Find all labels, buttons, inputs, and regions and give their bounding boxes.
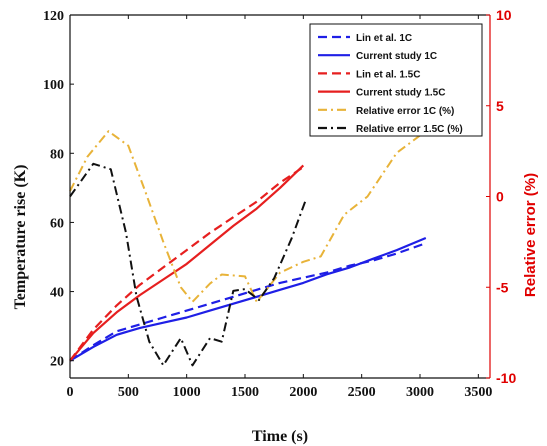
x-tick-label: 3500 [464, 385, 492, 400]
y-right-tick-label: -5 [496, 279, 509, 295]
x-tick-label: 2500 [348, 385, 376, 400]
x-tick-label: 0 [67, 385, 74, 400]
legend: Lin et al. 1C Current study 1C Lin et al. … [309, 23, 483, 137]
legend-label: Current study 1C [356, 51, 437, 62]
tick-labels-group: 0 500 1000 1500 2000 2500 3000 3500204060801001… [43, 7, 516, 400]
series-line-current-study-1-5c [69, 164, 305, 362]
legend-label: Relative error 1.5C (%) [356, 124, 463, 135]
y-axis-title-right: Relative error (%) [522, 173, 539, 297]
legend-label: Relative error 1C (%) [356, 106, 454, 117]
y-left-tick-label: 80 [50, 147, 64, 162]
y-left-tick-label: 120 [43, 9, 64, 24]
x-axis-title: Time (s) [252, 428, 308, 445]
legend-box [309, 23, 483, 137]
series-line-lin-et-al-1-5c [69, 166, 304, 362]
y-left-tick-label: 40 [50, 286, 64, 301]
y-right-tick-label: 0 [496, 189, 504, 205]
x-tick-label: 500 [118, 385, 139, 400]
y-left-tick-label: 100 [43, 78, 64, 93]
y-left-tick-label: 60 [50, 216, 64, 231]
x-tick-label: 3000 [406, 385, 434, 400]
legend-label: Lin et al. 1.5C [356, 69, 420, 80]
x-tick-label: 2000 [289, 385, 317, 400]
y-left-tick-label: 20 [50, 355, 64, 370]
legend-label: Lin et al. 1C [356, 33, 412, 44]
y-axis-title-left: Temperature rise (K) [12, 165, 29, 310]
x-tick-label: 1500 [231, 385, 259, 400]
series-group [69, 130, 427, 367]
legend-label: Current study 1.5C [356, 88, 445, 99]
y-right-tick-label: 5 [496, 98, 504, 114]
series-line-relative-error-1-5c [69, 162, 307, 367]
series-line-relative-error-1c [69, 130, 427, 303]
axes-group [69, 14, 491, 379]
x-tick-label: 1000 [173, 385, 201, 400]
series-line-current-study-1c [69, 236, 427, 362]
y-right-tick-label: -10 [496, 370, 516, 386]
series-line-lin-et-al-1c [69, 242, 427, 362]
y-right-tick-label: 10 [496, 7, 512, 23]
